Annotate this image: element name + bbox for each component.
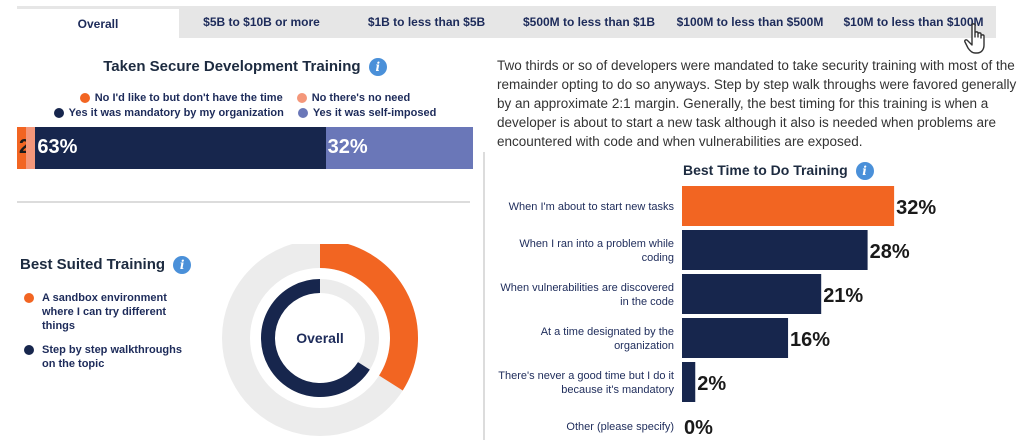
bar[interactable] [682, 186, 895, 226]
tab-1b-to-5b[interactable]: $1B to less than $5B [367, 15, 486, 29]
legend-item[interactable]: No there's no need [296, 92, 411, 104]
bar-category-label: When I ran into a problem while coding [519, 238, 674, 264]
bar-category-label: When vulnerabilities are discovered in th… [500, 282, 674, 308]
bar-data-label: 16% [790, 329, 830, 351]
summary-paragraph: Two thirds or so of developers were mand… [497, 58, 1017, 149]
legend-dot-icon [53, 108, 64, 118]
stacked-bar-segment[interactable] [35, 127, 326, 169]
bar-category-label: When I'm about to start new tasks [509, 201, 675, 213]
legend-item[interactable]: Yes it was mandatory by my organization [53, 107, 284, 119]
bar-category-label: Other (please specify) [566, 421, 674, 433]
legend-item[interactable]: Yes it was self-imposed [297, 107, 437, 119]
legend-label: Step by step walkthroughs on the topic [42, 344, 182, 370]
legend-label: Yes it was self-imposed [312, 107, 437, 119]
stacked-bar-segment[interactable] [26, 127, 36, 169]
legend-item[interactable]: A sandbox environment where I can try di… [24, 291, 184, 333]
bar[interactable] [682, 318, 789, 358]
legend-dot-icon [24, 345, 34, 355]
divider [483, 152, 485, 440]
secure-training-stacked-bar: 2%63%32% [17, 127, 473, 169]
best-time-title: Best Time to Do Training i [683, 162, 874, 181]
bar-data-label: 0% [684, 417, 713, 439]
best-suited-title-text: Best Suited Training [20, 256, 166, 273]
bar-data-label: 28% [870, 241, 910, 263]
secure-training-title-text: Taken Secure Development Training [103, 58, 361, 75]
legend-item[interactable]: No I'd like to but don't have the time [79, 92, 283, 104]
tab-10m-to-100m[interactable]: $10M to less than $100M [843, 15, 984, 29]
secure-training-title: Taken Secure Development Training i [20, 58, 470, 77]
legend-label: No there's no need [311, 92, 411, 104]
stacked-bar-segment[interactable] [17, 127, 27, 169]
legend-dot-icon [296, 93, 307, 103]
legend-item[interactable]: Step by step walkthroughs on the topic [24, 343, 184, 371]
donut-slice-step-by-step[interactable] [261, 279, 370, 397]
tab-5b-to-10b[interactable]: $5B to $10B or more [203, 15, 320, 29]
legend-dot-icon [24, 293, 34, 303]
donut-slice-sandbox[interactable] [319, 244, 418, 391]
bar[interactable] [682, 274, 822, 314]
legend-label: A sandbox environment where I can try di… [42, 292, 167, 332]
info-icon[interactable]: i [368, 58, 387, 77]
bar-category-label: At a time designated by the organization [541, 326, 674, 352]
stacked-bar-data-label: 32% [327, 136, 368, 158]
legend-label: No I'd like to but don't have the time [94, 92, 283, 104]
donut-center-label: Overall [296, 330, 343, 346]
best-time-title-text: Best Time to Do Training [683, 162, 848, 178]
tab-100m-to-500m[interactable]: $100M to less than $500M [676, 15, 824, 29]
bar-category-label: There's never a good time but I do it bec… [498, 370, 674, 396]
tab-overall[interactable]: Overall [17, 6, 179, 38]
best-suited-legend: A sandbox environment where I can try di… [24, 291, 184, 381]
legend-label: Yes it was mandatory by my organization [68, 107, 284, 119]
best-suited-title: Best Suited Training i [20, 256, 192, 275]
legend-dot-icon [79, 93, 90, 103]
hand-cursor-icon [964, 23, 985, 54]
stacked-bar-segment[interactable] [325, 127, 473, 169]
secure-training-legend: No I'd like to but don't have the time N… [30, 92, 460, 122]
bar-data-label: 21% [823, 285, 863, 307]
tab-bar: Overall $5B to $10B or more $1B to less … [17, 6, 996, 38]
legend-dot-icon [297, 108, 308, 118]
tab-500m-to-1b[interactable]: $500M to less than $1B [522, 15, 656, 29]
info-icon[interactable]: i [173, 256, 192, 275]
bar-data-label: 2% [697, 373, 726, 395]
stacked-bar-data-label: 63% [37, 136, 78, 158]
best-suited-donut-chart: Overall [222, 244, 418, 436]
info-icon[interactable]: i [855, 162, 874, 181]
bar-data-label: 32% [896, 197, 936, 219]
divider [17, 201, 470, 203]
bar[interactable] [682, 230, 868, 270]
bar[interactable] [682, 362, 696, 402]
best-time-bar-chart: 32% When I'm about to start new tasks 28% W… [498, 186, 936, 439]
